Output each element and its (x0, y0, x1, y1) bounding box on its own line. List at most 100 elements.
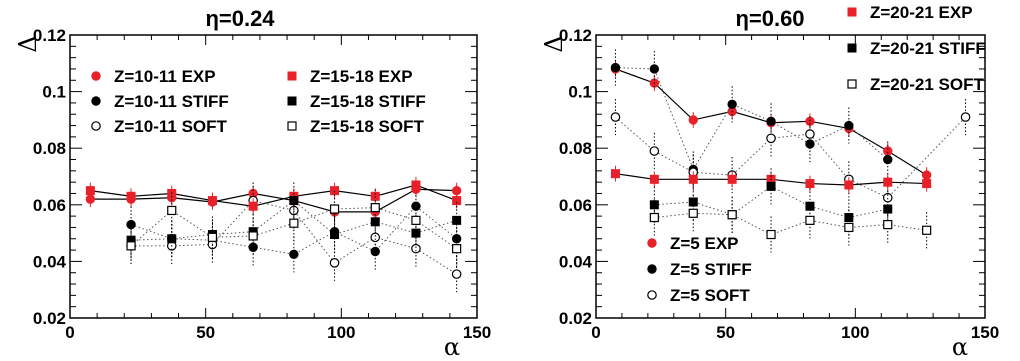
legend-label: Z=15-18 EXP (310, 67, 413, 86)
data-point (883, 146, 893, 156)
series-z-20-21-soft (649, 195, 932, 253)
legend-marker (91, 96, 101, 106)
data-point (688, 115, 698, 125)
data-point (844, 180, 854, 190)
data-point (411, 243, 421, 254)
data-point (370, 232, 381, 243)
data-point (330, 186, 340, 196)
y-tick-label: 0.02 (33, 309, 66, 328)
data-point (126, 219, 136, 230)
legend-label: Z=20-21 EXP (870, 3, 973, 22)
y-tick-label: 0.12 (33, 26, 66, 45)
legend-label: Z=10-11 STIFF (114, 92, 229, 111)
legend-entry: Z=20-21 EXP (847, 3, 973, 22)
legend-entry: Z=5 SOFT (647, 286, 750, 305)
data-point (766, 229, 776, 240)
legend-entry: Z=20-21 STIFF (847, 39, 986, 58)
data-point (688, 174, 698, 184)
data-point (289, 196, 299, 206)
series-z-5-stiff (610, 49, 893, 188)
data-point (805, 215, 815, 225)
data-layer (610, 49, 971, 253)
data-point (610, 112, 621, 122)
data-point (167, 205, 177, 216)
y-tick-label: 0.02 (559, 309, 592, 328)
data-point (248, 201, 258, 211)
data-point (411, 180, 421, 190)
chart-panel-1: 0 50 100 150 0.02 0.04 0.06 0.08 0.1 0.12 η=0.24 Δα… (14, 6, 491, 361)
data-point (727, 99, 737, 110)
data-point (766, 133, 776, 144)
data-point (207, 232, 218, 242)
plot-frame (595, 34, 986, 319)
legend-label: Z=5 STIFF (670, 260, 752, 279)
legend-entry: Z=5 EXP (647, 234, 739, 253)
series-line (90, 184, 457, 207)
chart-panel-2: 0 50 100 150 0.02 0.04 0.06 0.08 0.1 0.12 η=0.60 Δα… (540, 3, 999, 361)
legend-marker (91, 71, 101, 81)
y-tick-label: 0.08 (559, 139, 592, 158)
legend-label: Z=5 SOFT (670, 286, 750, 305)
legend-marker (287, 96, 297, 106)
legend-label: Z=5 EXP (670, 234, 739, 253)
legend-entry: Z=10-11 EXP (91, 67, 216, 86)
data-point (805, 129, 815, 139)
plot-frame (69, 34, 478, 319)
legend-label: Z=15-18 STIFF (310, 92, 426, 111)
y-tick-label: 0.06 (33, 196, 66, 215)
legend-label: Z=20-21 SOFT (870, 75, 984, 94)
series-z-15-18-soft (126, 189, 462, 267)
data-point (207, 196, 217, 206)
data-point (883, 204, 893, 214)
y-tick-label: 0.1 (42, 83, 66, 102)
legend-marker (287, 71, 297, 81)
data-point (289, 218, 299, 228)
y-tick-label: 0.08 (33, 139, 66, 158)
data-point (766, 181, 776, 191)
data-point (167, 234, 177, 244)
data-point (126, 191, 136, 201)
x-tick-label: 0 (65, 323, 74, 342)
data-point (289, 249, 299, 260)
data-point (126, 241, 136, 251)
chart-title: η=0.24 (205, 6, 275, 31)
data-point (330, 230, 340, 240)
series-z-10-11-exp (85, 181, 462, 220)
x-tick-label: 0 (591, 323, 600, 342)
legend-entry: Z=10-11 STIFF (91, 92, 229, 111)
y-tick-label: 0.04 (33, 252, 67, 271)
legend-label: Z=20-21 STIFF (870, 39, 986, 58)
legend-marker (647, 264, 657, 274)
data-point (922, 225, 932, 235)
x-tick-label: 50 (196, 323, 215, 342)
data-point (452, 244, 462, 254)
data-point (844, 120, 854, 131)
data-point (883, 154, 893, 165)
series-line (615, 116, 966, 199)
x-tick-label: 100 (841, 323, 869, 342)
data-point (649, 64, 660, 74)
x-tick-label: 100 (327, 323, 355, 342)
x-tick-label: 150 (971, 323, 999, 342)
legend-marker (847, 43, 857, 53)
legend-label: Z=15-18 SOFT (310, 117, 424, 136)
data-point (329, 258, 340, 268)
x-tick-label: 50 (716, 323, 735, 342)
data-point (248, 231, 258, 241)
legend-marker (647, 238, 657, 248)
legend-marker (647, 290, 657, 300)
legend-entry: Z=5 STIFF (647, 260, 752, 279)
data-point (452, 215, 462, 225)
x-tick-label: 150 (463, 323, 491, 342)
y-tick-label: 0.1 (568, 83, 592, 102)
data-point (844, 222, 854, 233)
legend-entry: Z=10-11 SOFT (91, 117, 228, 136)
legend-marker (847, 7, 857, 17)
data-point (727, 210, 737, 220)
y-tick-label: 0.12 (559, 26, 592, 45)
legend-entry: Z=15-18 SOFT (287, 117, 424, 136)
series-z-5-soft (610, 98, 971, 216)
series-line (615, 67, 889, 171)
data-point (451, 269, 462, 279)
